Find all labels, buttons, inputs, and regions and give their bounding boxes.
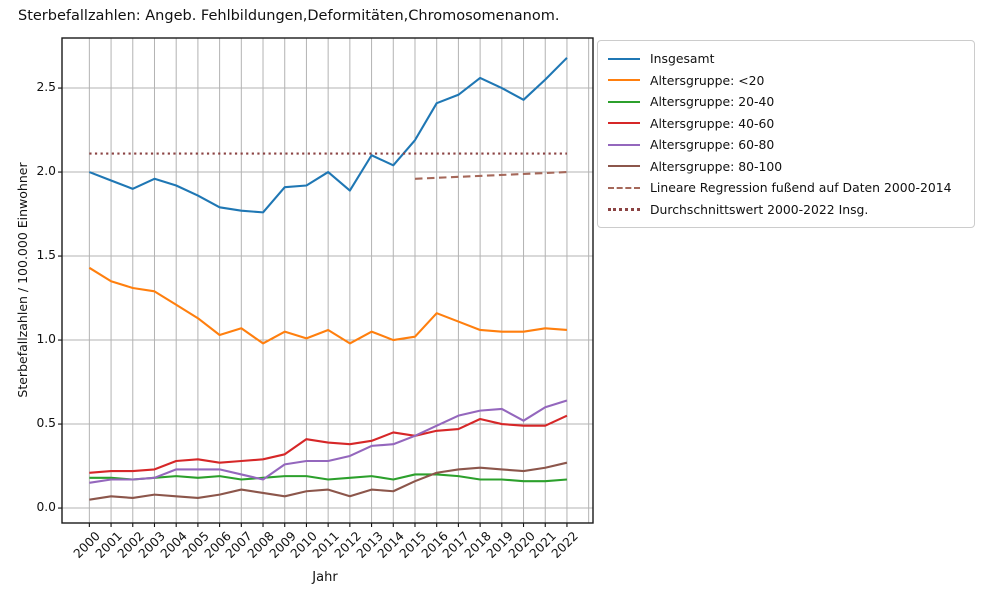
series-line-lineare-regression-fu-end-auf-daten-2000-2014 [414,171,567,180]
legend-item-label: Insgesamt [650,51,715,67]
legend-item-label: Altersgruppe: 80-100 [650,158,783,174]
y-tick-label: 1.5 [36,248,56,263]
y-tick-label: 0.0 [36,500,56,515]
legend-item: Altersgruppe: 20-40 [608,91,965,113]
legend-item-label: Durchschnittswert 2000-2022 Insg. [650,201,869,217]
legend-item-label: Altersgruppe: 60-80 [650,137,775,153]
series-line-altersgruppe-20 [88,266,568,345]
legend-item: Altersgruppe: 60-80 [608,134,965,156]
y-tick-label: 2.5 [36,80,56,95]
legend-item: Altersgruppe: <20 [608,70,965,92]
legend-item-label: Altersgruppe: 20-40 [650,94,775,110]
legend-item-label: Altersgruppe: <20 [650,72,765,88]
y-tick-label: 1.0 [36,332,56,347]
legend-line-sample-solid [608,143,640,146]
chart-plot-area [58,37,594,527]
legend-item: Lineare Regression fußend auf Daten 2000… [608,177,965,199]
legend: Insgesamt Altersgruppe: <20 Altersgruppe: … [597,40,975,228]
chart-title: Sterbefallzahlen: Angeb. Fehlbildungen,D… [18,8,560,24]
legend-line-sample-solid [608,57,640,60]
legend-line-sample-solid [608,122,640,125]
legend-item: Altersgruppe: 40-60 [608,113,965,135]
legend-line-sample-solid [608,100,640,103]
legend-item: Insgesamt [608,48,965,70]
plot-border [61,37,594,524]
y-tick-label: 2.0 [36,164,56,179]
series-line-altersgruppe-80-100 [89,461,568,501]
y-tick-label: 0.5 [36,416,56,431]
legend-line-sample-dashed [608,186,640,189]
legend-items: Insgesamt Altersgruppe: <20 Altersgruppe: … [608,48,965,220]
x-axis-label: Jahr [312,570,338,585]
series-line-altersgruppe-20-40 [89,473,568,483]
legend-line-sample-solid [608,165,640,168]
y-axis-label: Sterbefallzahlen / 100.000 Einwohner [15,162,30,398]
series-line-insgesamt [88,57,568,214]
legend-item-label: Altersgruppe: 40-60 [650,115,775,131]
legend-item: Durchschnittswert 2000-2022 Insg. [608,199,965,221]
legend-line-sample-dotted [608,207,640,211]
series-line-altersgruppe-60-80 [89,399,568,484]
legend-item-label: Lineare Regression fußend auf Daten 2000… [650,180,952,196]
legend-item: Altersgruppe: 80-100 [608,156,965,178]
legend-line-sample-solid [608,79,640,82]
series-line-altersgruppe-40-60 [89,414,568,474]
